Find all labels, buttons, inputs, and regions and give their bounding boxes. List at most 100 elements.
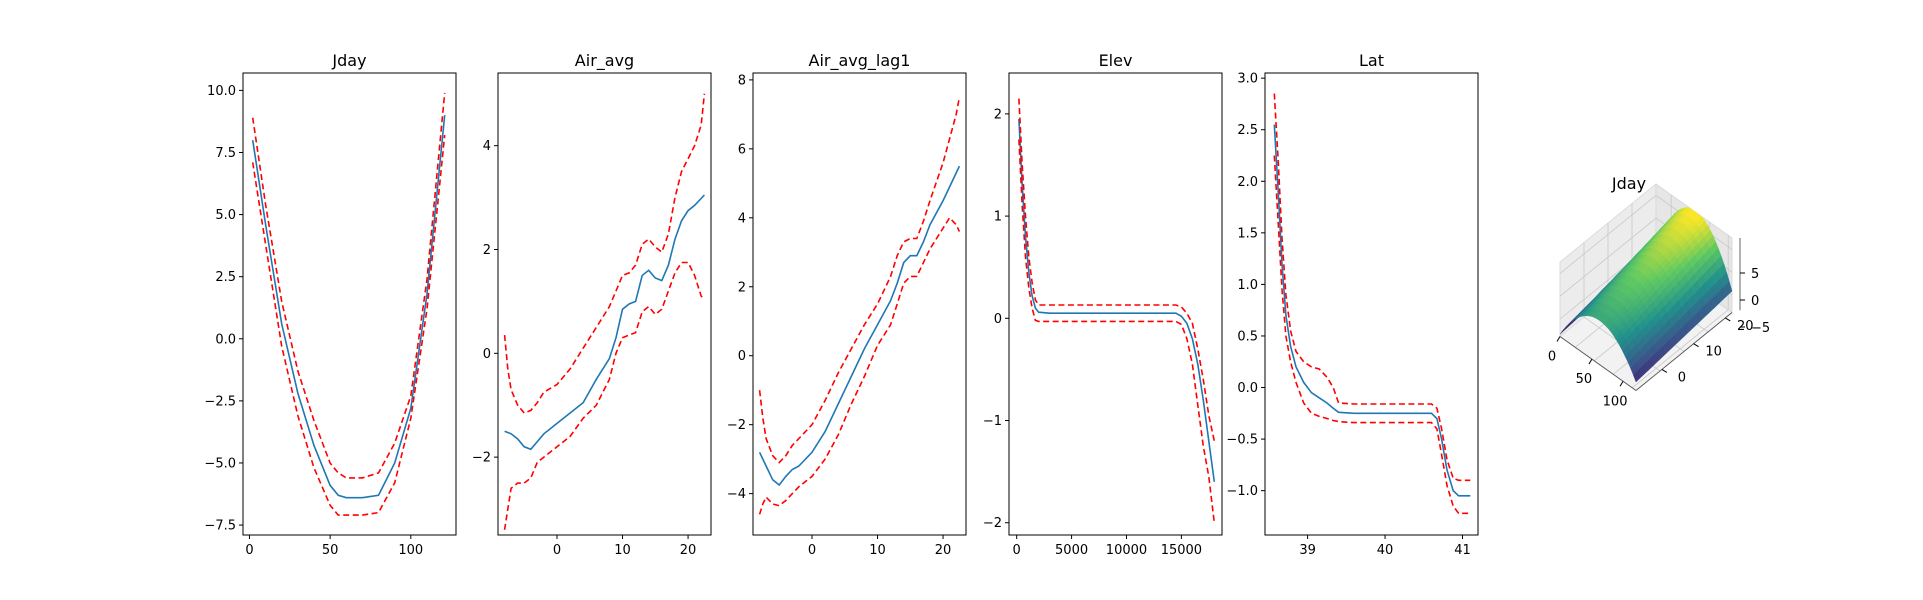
subplot-1: Jday 0 50 100 −7.5 −5.0 −2.5 0.0 2.5 5.0 7.5 10.0 — [204, 51, 457, 558]
x-tick-label: 41 — [1454, 543, 1471, 558]
surface-y-tick-mark — [1693, 343, 1699, 348]
series-lower-line — [758, 216, 961, 515]
y-tick-label: 0 — [994, 312, 1002, 327]
series-fit-line — [758, 165, 961, 487]
subplot-title: Lat — [1359, 51, 1384, 70]
surface-y-tick-mark — [1725, 317, 1731, 322]
y-tick-label: 4 — [483, 139, 491, 154]
surface-panel: Jday 0 50 100 0 10 20−5 0 5 — [1548, 174, 1770, 409]
y-tick-label: 0.0 — [1237, 381, 1258, 396]
subplot-4: Elev 0 5000 10000 15000 −2 −1 0 1 2 — [983, 51, 1223, 558]
plot-frame — [752, 72, 967, 536]
y-tick-label: 0.5 — [1237, 329, 1258, 344]
series-fit-line — [251, 115, 446, 499]
subplot-title: Jday — [331, 51, 366, 70]
surface-x-tick-label: 0 — [1548, 349, 1556, 364]
y-tick-label: −7.5 — [204, 519, 236, 534]
y-tick-label: −2 — [472, 451, 491, 466]
y-tick-label: 1.0 — [1237, 278, 1258, 293]
x-tick-label: 10 — [869, 543, 886, 558]
series-fit-line — [1018, 118, 1216, 482]
surface-x-tick-mark — [1556, 336, 1561, 342]
y-tick-label: 2 — [994, 107, 1002, 122]
y-tick-label: −1 — [983, 414, 1002, 429]
x-tick-label: 100 — [398, 543, 423, 558]
y-tick-label: 10.0 — [207, 84, 236, 99]
surface-x-tick-label: 50 — [1576, 372, 1593, 387]
x-tick-label: 40 — [1377, 543, 1394, 558]
x-tick-label: 10000 — [1106, 543, 1147, 558]
subplot-3: Air_avg_lag1 0 10 20 −4 −2 0 2 4 6 8 — [727, 51, 967, 558]
surface-y-tick-label: 20 — [1737, 319, 1754, 334]
y-tick-label: −0.5 — [1226, 433, 1258, 448]
surface-mesh — [1559, 207, 1733, 383]
plot-frame — [497, 72, 712, 536]
y-tick-label: −1.0 — [1226, 484, 1258, 499]
series-upper-line — [1273, 93, 1471, 482]
subplot-2: Air_avg 0 10 20 −2 0 2 4 — [472, 51, 712, 558]
y-tick-label: 2 — [738, 280, 746, 295]
surface-title: Jday — [1611, 174, 1646, 193]
x-tick-label: 5000 — [1055, 543, 1088, 558]
surface-z-tick-label: −5 — [1751, 321, 1770, 336]
y-tick-label: −2 — [983, 516, 1002, 531]
surface-y-tick-mark — [1661, 368, 1668, 373]
series-upper-line — [251, 92, 446, 479]
x-tick-label: 0 — [808, 543, 816, 558]
y-tick-label: −2.5 — [204, 394, 236, 409]
series-lower-line — [503, 261, 705, 530]
y-tick-label: −5.0 — [204, 456, 236, 471]
series-fit-line — [1273, 124, 1471, 497]
subplot-title: Air_avg_lag1 — [809, 51, 911, 71]
y-tick-label: 3.0 — [1237, 72, 1258, 87]
y-tick-label: 1 — [994, 210, 1002, 225]
x-tick-label: 39 — [1299, 543, 1316, 558]
surface-facet — [1633, 368, 1643, 383]
series-upper-line — [1018, 98, 1216, 442]
y-tick-label: 6 — [738, 142, 746, 157]
y-tick-label: 8 — [738, 73, 746, 88]
y-tick-label: −2 — [727, 418, 746, 433]
y-axis-line — [1635, 312, 1733, 391]
x-tick-label: 10 — [614, 543, 631, 558]
surface-x-tick-mark — [1619, 381, 1624, 387]
surface-y-tick-label: 10 — [1705, 345, 1722, 360]
plot-frame — [1264, 72, 1479, 536]
x-tick-label: 0 — [245, 543, 253, 558]
series-lower-line — [1018, 139, 1216, 523]
x-tick-label: 15000 — [1161, 543, 1202, 558]
series-upper-line — [503, 93, 706, 414]
y-tick-label: 7.5 — [215, 146, 236, 161]
series-lower-line — [1273, 155, 1471, 515]
surface-z-tick-label: 5 — [1751, 267, 1759, 282]
y-tick-label: 2.5 — [1237, 123, 1258, 138]
subplot-5: Lat 39 40 41 −1.0 −0.5 0.0 0.5 1.0 1.5 2.0 2.5 3.0 — [1226, 51, 1479, 558]
x-tick-label: 0 — [1013, 543, 1021, 558]
x-tick-label: 50 — [322, 543, 339, 558]
y-tick-label: 2 — [483, 243, 491, 258]
y-tick-label: 0 — [738, 349, 746, 364]
y-tick-label: 1.5 — [1237, 226, 1258, 241]
surface-x-tick-label: 100 — [1603, 394, 1628, 409]
y-tick-label: −4 — [727, 487, 746, 502]
x-tick-label: 20 — [680, 543, 697, 558]
subplot-title: Air_avg — [575, 51, 634, 71]
plot-frame — [1008, 72, 1223, 536]
x-tick-label: 0 — [553, 543, 561, 558]
series-lower-line — [251, 135, 446, 516]
subplot-title: Elev — [1099, 51, 1133, 70]
y-tick-label: 2.0 — [1237, 175, 1258, 190]
surface-y-tick-label: 0 — [1678, 370, 1686, 385]
y-tick-label: 4 — [738, 211, 746, 226]
surface-z-tick-label: 0 — [1751, 294, 1759, 309]
y-tick-label: 0 — [483, 347, 491, 362]
y-tick-label: 5.0 — [215, 208, 236, 223]
y-tick-label: 0.0 — [215, 332, 236, 347]
plot-frame — [242, 72, 457, 536]
y-tick-label: 2.5 — [215, 270, 236, 285]
surface-x-tick-mark — [1588, 358, 1593, 365]
series-fit-line — [504, 194, 705, 451]
series-upper-line — [758, 96, 961, 464]
